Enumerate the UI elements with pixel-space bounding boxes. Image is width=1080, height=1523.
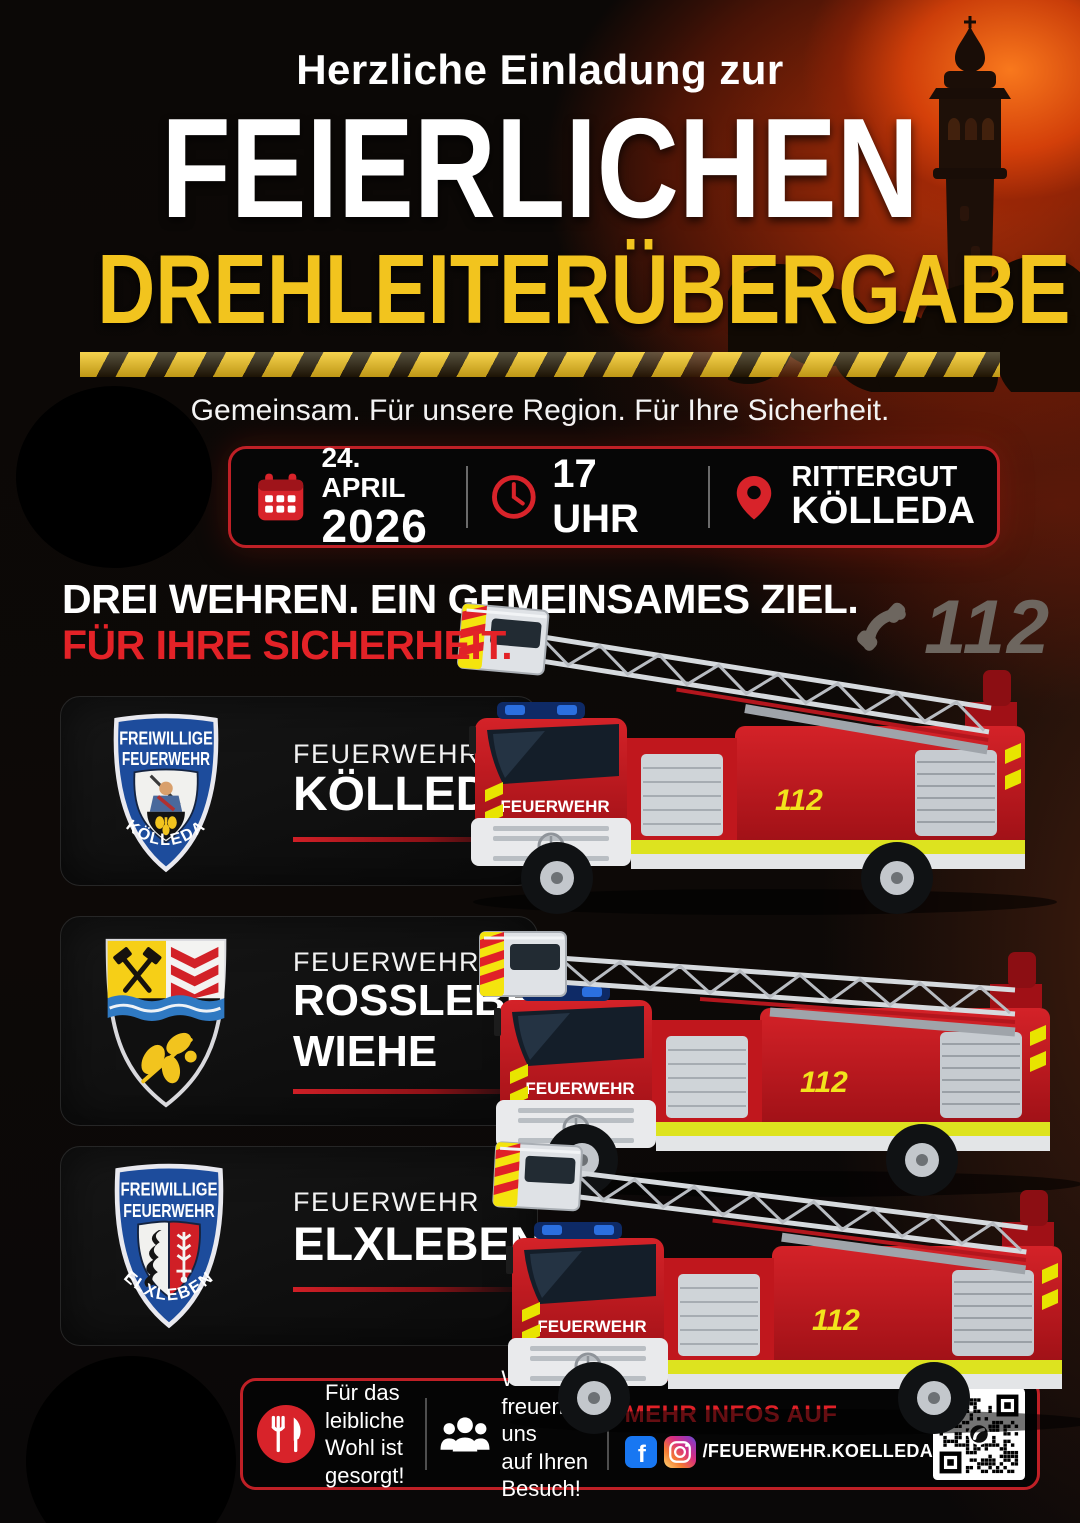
redacted-circle-top <box>16 386 212 568</box>
dept-eyebrow: FEUERWEHR <box>293 1187 481 1217</box>
info-divider <box>465 466 468 528</box>
instagram-icon[interactable] <box>663 1435 696 1468</box>
event-time: 17 UHR <box>552 452 639 541</box>
title-line-2: DREHLEITERÜBERGABE <box>97 234 1071 344</box>
emergency-phone-icon <box>857 602 906 651</box>
dept-underline <box>293 837 533 842</box>
facebook-icon[interactable]: f <box>624 1435 657 1468</box>
svg-text:f: f <box>638 1440 647 1467</box>
svg-text:FREIWILLIGE: FREIWILLIGE <box>119 728 213 748</box>
title-line-1: FEIERLICHEN <box>161 89 919 248</box>
hazard-stripe-divider <box>80 352 1000 377</box>
date-section: 24. APRIL 2026 <box>253 442 446 553</box>
mission-heading-red: FÜR IHRE SICHERHEIT. <box>62 622 513 668</box>
dept-eyebrow: FEUERWEHR <box>293 739 481 769</box>
social-handle: /FEUERWEHR.KOELLEDA <box>702 1441 933 1461</box>
invitation-intro: Herzliche Einladung zur <box>296 46 784 93</box>
dept-name-line2: WIEHE <box>293 1027 438 1076</box>
calendar-icon <box>258 473 304 521</box>
elxleben-crest: FREIWILLIGE FEUERWEHR ELXLEBEN <box>114 1163 224 1329</box>
dept-name: ELXLEBEN <box>293 1217 544 1270</box>
clock-icon <box>491 475 536 519</box>
fire-truck-koelleda: 112 FEUERWEHR <box>445 600 1059 917</box>
event-info-bar: 24. APRIL 2026 17 UHR RITTERGUT KÖLLEDA <box>228 442 1000 553</box>
footer-divider <box>425 1398 428 1470</box>
location-section: RITTERGUT KÖLLEDA <box>730 460 975 533</box>
people-icon <box>440 1417 490 1452</box>
footer-info-bar: Für das leibliche Wohl ist gesorgt! Wir … <box>240 1366 1040 1501</box>
info-divider <box>708 466 711 528</box>
event-date-line2: 2026 <box>321 500 428 553</box>
rossleben-wiehe-crest <box>105 938 227 1108</box>
food-text: Für das leibliche Wohl ist gesorgt! <box>325 1380 405 1488</box>
koelleda-crest: FREIWILLIGE FEUERWEHR KÖLLEDA <box>113 713 219 873</box>
svg-text:FEUERWEHR: FEUERWEHR <box>123 1200 215 1221</box>
emergency-number: 112 <box>924 585 1052 670</box>
visit-text: Wir freuen uns auf Ihren Besuch! <box>501 1366 589 1502</box>
event-date-line1: 24. APRIL <box>321 442 406 503</box>
location-pin-icon <box>737 475 772 520</box>
event-location-line2: KÖLLEDA <box>791 490 975 533</box>
fire-truck-elxleben <box>482 1120 1080 1437</box>
department-card-elxleben: FREIWILLIGE FEUERWEHR ELXLEBEN FEUERWEHR… <box>60 1146 544 1346</box>
food-icon <box>256 1404 316 1464</box>
department-card-rossleben-wiehe: FEUERWEHR ROSSLEBEN- WIEHE <box>60 916 581 1126</box>
mission-heading-white: DREI WEHREN. EIN GEMEINSAMES ZIEL. <box>62 576 859 622</box>
svg-text:FEUERWEHR: FEUERWEHR <box>122 749 210 769</box>
footer-divider <box>606 1398 609 1470</box>
svg-text:FREIWILLIGE: FREIWILLIGE <box>120 1179 217 1200</box>
time-section: 17 UHR <box>488 452 689 542</box>
subtitle: Gemeinsam. Für unsere Region. Für Ihre S… <box>190 394 890 427</box>
event-location-line1: RITTERGUT <box>791 460 958 493</box>
redacted-circle-bottom <box>26 1356 236 1523</box>
emergency-number-badge: 112 <box>852 584 1051 671</box>
dept-underline <box>293 1287 538 1292</box>
dept-eyebrow: FEUERWEHR <box>293 947 481 977</box>
dept-underline <box>293 1089 543 1094</box>
